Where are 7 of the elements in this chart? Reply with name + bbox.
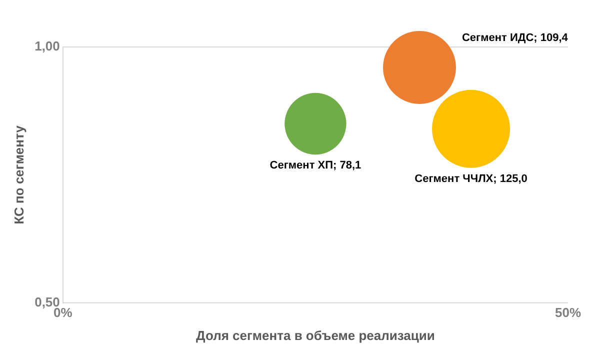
- data-label: Сегмент ЧЧЛХ; 125,0: [414, 172, 528, 185]
- data-label: Сегмент ИДС; 109,4: [462, 32, 569, 44]
- y-axis-title: КС по сегменту: [11, 124, 26, 224]
- data-label: Сегмент ХП; 78,1: [270, 160, 362, 172]
- x-tick-label: 50%: [554, 305, 582, 320]
- y-tick-label: 1,00: [34, 38, 60, 54]
- x-axis-title: Доля сегмента в объеме реализации: [196, 328, 435, 343]
